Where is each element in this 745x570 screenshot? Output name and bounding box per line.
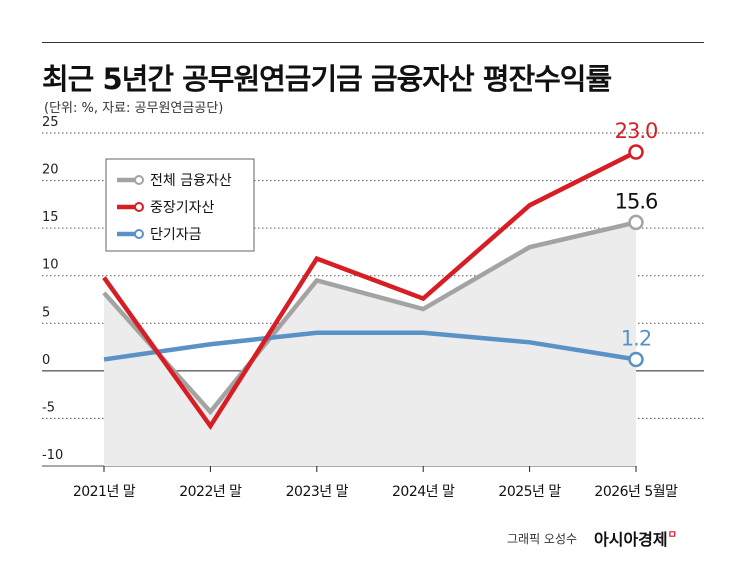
end-point-marker xyxy=(628,351,644,368)
series-line xyxy=(102,220,637,416)
legend-swatch-marker xyxy=(134,229,144,239)
x-tick-label: 2025년 말 xyxy=(498,484,561,500)
x-tick-label: 2023년 말 xyxy=(286,484,349,500)
x-tick-label: 2021년 말 xyxy=(73,484,136,500)
y-tick-label: 5 xyxy=(42,305,50,320)
publisher-logo-text: 아시아경제 xyxy=(594,530,668,549)
data-labels: 15.6 23.0 1.2 xyxy=(615,119,659,350)
y-tick-label: 0 xyxy=(42,353,50,368)
chart-title: 최근 5년간 공무원연금기금 금융자산 평잔수익률 xyxy=(42,62,612,96)
x-tick-labels: 2021년 말 2022년 말 2023년 말 2024년 말 2025년 말 2026년… xyxy=(73,484,679,500)
legend-swatch-marker xyxy=(134,175,144,185)
y-tick-label: -5 xyxy=(42,400,55,415)
chart-subtitle: (단위: %, 자료: 공무원연금공단) xyxy=(44,101,224,116)
legend-label: 단기자금 xyxy=(150,227,202,243)
data-label: 15.6 xyxy=(615,189,658,213)
y-tick-labels: 25 20 15 10 5 0 -5 -10 xyxy=(42,115,63,463)
y-tick-label: 25 xyxy=(42,115,59,130)
legend-label: 중장기자산 xyxy=(150,200,215,216)
x-tick-label: 2022년 말 xyxy=(179,484,242,500)
data-label: 1.2 xyxy=(621,326,651,350)
end-point-marker xyxy=(628,214,644,231)
y-tick-label: -10 xyxy=(42,448,63,463)
y-tick-label: 10 xyxy=(42,258,59,273)
shaded-area xyxy=(104,222,636,466)
x-tick-label: 2024년 말 xyxy=(392,484,455,500)
area-layer xyxy=(104,222,636,466)
series-layer xyxy=(102,144,644,431)
series-line xyxy=(103,330,637,362)
x-tick-label: 2026년 5월말 xyxy=(594,484,678,500)
legend-swatch-marker xyxy=(134,202,144,212)
end-point-marker xyxy=(628,144,644,160)
publisher-logo-mark: ㅁ xyxy=(667,530,677,541)
data-label: 23.0 xyxy=(615,119,658,143)
title-rule xyxy=(42,42,704,43)
legend-label: 전체 금융자산 xyxy=(150,173,232,189)
publisher-logo: 아시아경제ㅁ xyxy=(594,526,677,550)
y-tick-label: 20 xyxy=(42,163,59,178)
graphic-credit: 그래픽 오성수 xyxy=(507,532,578,546)
y-tick-label: 15 xyxy=(42,210,59,225)
series-line xyxy=(102,150,638,431)
